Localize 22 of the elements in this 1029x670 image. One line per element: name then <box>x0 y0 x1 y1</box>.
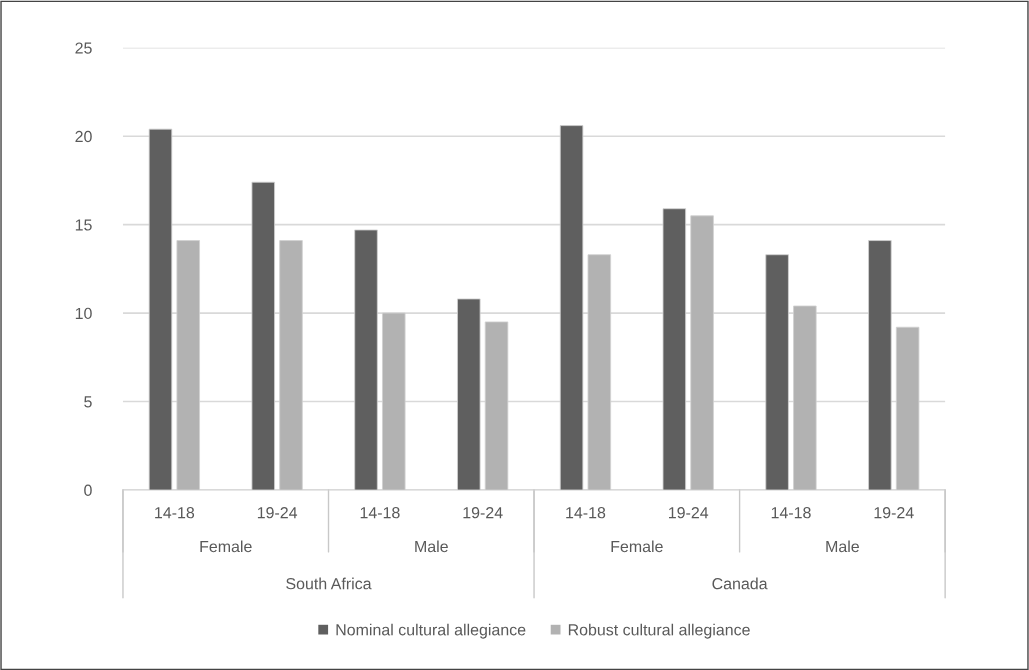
legend-label: Nominal cultural allegiance <box>336 623 526 639</box>
text: Female <box>611 540 663 553</box>
x-tick-label: 19-24 <box>874 507 914 519</box>
text: South Africa <box>286 577 372 590</box>
x-tick-label: 14-18 <box>771 507 811 519</box>
y-tick-label: 20 <box>75 130 92 143</box>
x-tick-label: 19-24 <box>257 507 298 519</box>
y-tick-label: 10 <box>75 307 92 320</box>
text: Female <box>200 540 252 553</box>
x-tick-label: 19-24 <box>669 507 709 519</box>
text: Canada <box>712 577 768 590</box>
y-tick-label: 5 <box>84 396 92 408</box>
y-tick-label: 15 <box>75 219 92 231</box>
x-tick-label: 14-18 <box>566 507 606 519</box>
x-tick-label: 14-18 <box>360 507 400 519</box>
text: Male <box>415 540 448 553</box>
legend-label: Robust cultural allegiance <box>568 623 750 639</box>
y-tick-label: 25 <box>75 42 92 54</box>
text: Male <box>826 540 859 553</box>
x-tick-label: 19-24 <box>463 507 503 519</box>
x-tick-label: 14-18 <box>155 507 195 519</box>
y-tick-label: 0 <box>84 484 92 496</box>
